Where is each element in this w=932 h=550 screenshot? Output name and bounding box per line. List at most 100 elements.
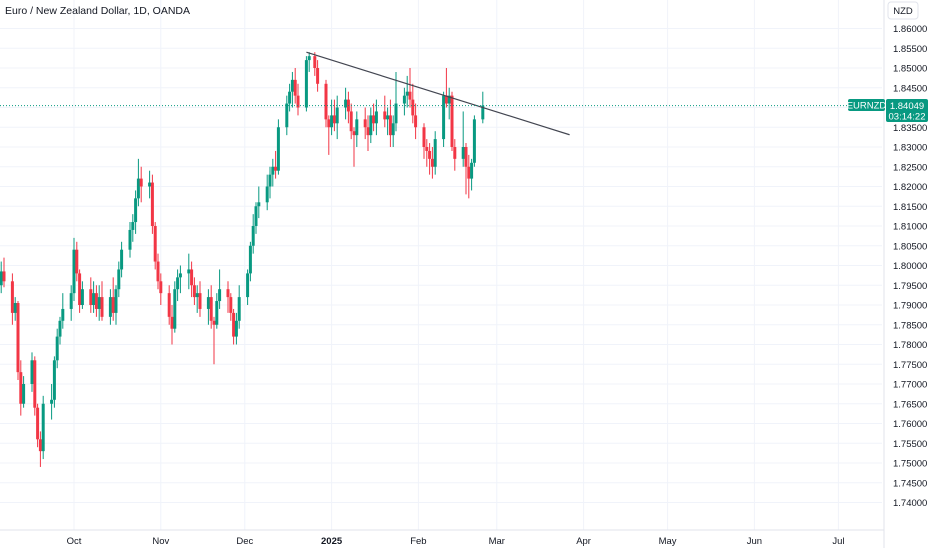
candle-body (257, 202, 261, 207)
candle-body (453, 147, 457, 159)
candle-body (307, 56, 311, 61)
candle-body (327, 119, 331, 128)
candle (472, 115, 476, 167)
currency-badge[interactable]: NZD (887, 1, 919, 20)
candle (2, 257, 6, 288)
candle-body (131, 222, 135, 230)
candle (136, 158, 140, 207)
candle (430, 147, 434, 179)
y-tick-label: 1.77000 (893, 380, 927, 391)
grid (0, 0, 882, 530)
candle (215, 293, 219, 329)
time-axis[interactable]: Oct Nov Dec 2025 Feb Mar Apr May Jun Jul (0, 529, 884, 547)
y-tick-label: 1.82500 (893, 162, 927, 173)
candle (16, 301, 20, 381)
y-tick-label: 1.79500 (893, 281, 927, 292)
candle-body (2, 271, 6, 282)
candle-body (75, 249, 79, 274)
candle-body (72, 249, 76, 294)
candle (178, 265, 182, 294)
price-tag-countdown: 03:14:22 (889, 112, 926, 123)
candle-body (111, 297, 115, 313)
candle (41, 395, 45, 460)
candle (355, 111, 359, 147)
candle-body (61, 308, 65, 321)
candle (206, 289, 210, 325)
candle (36, 403, 40, 448)
candle (330, 99, 334, 136)
candle-body (176, 277, 180, 290)
candle-body (369, 115, 373, 136)
candle-body (215, 301, 219, 325)
candle (453, 139, 457, 171)
candle (229, 293, 233, 321)
candle-body (10, 281, 14, 313)
candle (128, 222, 132, 258)
y-tick-label: 1.83500 (893, 123, 927, 134)
candle-body (304, 60, 308, 108)
candle (394, 71, 398, 132)
candle-body (464, 147, 468, 167)
candle-body (293, 79, 297, 96)
y-tick-label: 1.81500 (893, 202, 927, 213)
candle-body (422, 127, 426, 147)
candle-body (234, 320, 238, 337)
candle-body (391, 123, 395, 136)
candle (117, 261, 121, 298)
price-axis[interactable]: 1.860001.855001.850001.845001.840001.835… (883, 0, 927, 548)
candle-body (150, 182, 154, 226)
candle (349, 103, 353, 140)
candle-body (290, 79, 294, 92)
candle (461, 111, 465, 167)
candle (285, 95, 289, 136)
candle (369, 107, 373, 144)
candle-body (206, 297, 210, 309)
candle (288, 83, 292, 112)
candle (428, 143, 432, 175)
candle (386, 107, 390, 136)
x-tick-label: May (659, 536, 677, 547)
x-tick-label: Jul (832, 536, 844, 547)
candle (352, 127, 356, 167)
candle (89, 277, 93, 313)
candle (30, 352, 34, 392)
candle-body (41, 403, 45, 452)
candle (363, 107, 367, 140)
candle-body (114, 289, 118, 313)
candle-body (89, 289, 93, 305)
candle (296, 83, 300, 116)
candle-body (36, 407, 40, 440)
candle (442, 91, 446, 147)
candle-body (388, 115, 392, 136)
candle (38, 431, 42, 467)
trendline[interactable] (306, 51, 570, 136)
candle (444, 68, 448, 108)
candle (58, 316, 62, 345)
candle-body (355, 119, 359, 136)
x-tick-label: Dec (236, 536, 253, 547)
symbol-tag-label: EURNZD (847, 101, 887, 112)
candle-body (430, 158, 434, 167)
candle-body (352, 131, 356, 136)
candle (414, 103, 418, 140)
candle-body (117, 269, 121, 290)
candle (408, 68, 412, 108)
candle-body (134, 198, 138, 223)
candle (251, 214, 255, 254)
candle-body (444, 95, 448, 104)
candle (92, 281, 96, 313)
candle (307, 52, 311, 72)
candle-body (428, 150, 432, 159)
candle-body (229, 297, 233, 313)
candle-body (254, 206, 258, 226)
price-tag-value: 1.84049 (890, 101, 924, 112)
candle-body (139, 178, 143, 187)
candle (248, 241, 252, 282)
candle-body (13, 303, 17, 313)
y-tick-label: 1.85500 (893, 44, 927, 55)
candle-body (394, 103, 398, 124)
candle-body (447, 95, 451, 104)
candle-body (159, 281, 163, 294)
